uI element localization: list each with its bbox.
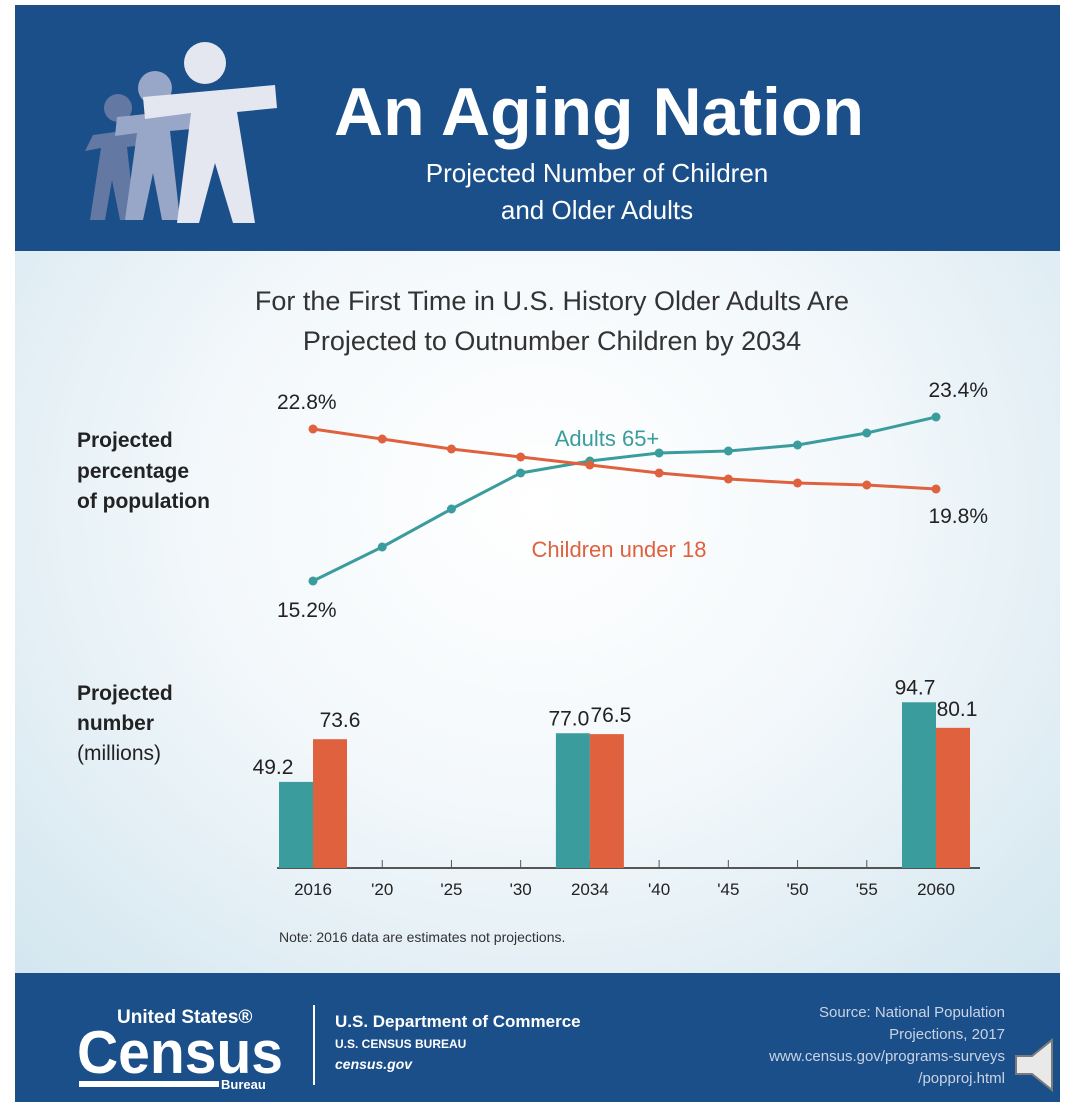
- logo-census-word: Census: [77, 1019, 283, 1086]
- adults-point-2: [446, 504, 456, 514]
- source-line-1: Source: National Population: [819, 1004, 1005, 1021]
- x-tick-label-1: '20: [371, 880, 393, 899]
- adults-point-0: [308, 576, 318, 586]
- x-tick-label-7: '50: [786, 880, 808, 899]
- speaker-icon[interactable]: [1012, 1036, 1068, 1094]
- bar-row-label-1: Projected: [77, 682, 173, 705]
- children-bar-2034: [589, 734, 624, 868]
- source-line-2: Projections, 2017: [889, 1026, 1005, 1043]
- adults-bar-label-2016: 49.2: [253, 756, 294, 779]
- adults-bar-2016: [279, 781, 313, 868]
- header-title: An Aging Nation: [334, 74, 864, 150]
- bar-chart: 2016 '20 '25 '30 2034 '40 '45 '50 '55 2060 49.2 73.…: [253, 676, 980, 899]
- children-bar-label-2060: 80.1: [937, 698, 978, 721]
- children-point-8: [862, 480, 872, 490]
- bar-row-label-2: number: [77, 712, 154, 735]
- x-tick-label-4: 2034: [571, 880, 609, 899]
- x-tick-label-5: '40: [648, 880, 670, 899]
- line-row-label-3: of population: [77, 490, 210, 513]
- adults-label-start: 15.2%: [277, 599, 337, 622]
- x-tick-label-9: 2060: [917, 880, 955, 899]
- children-line: [312, 427, 937, 491]
- headline-line2: Projected to Outnumber Children by 2034: [303, 326, 801, 356]
- adults-bar-label-2060: 94.7: [895, 676, 936, 699]
- chart-svg: For the First Time in U.S. History Older…: [77, 286, 988, 945]
- headline-line1: For the First Time in U.S. History Older…: [255, 286, 849, 316]
- source-line-4[interactable]: /popproj.html: [918, 1070, 1005, 1087]
- footer-department: U.S. Department of Commerce: [335, 1012, 581, 1031]
- x-tick-label-2: '25: [440, 880, 462, 899]
- footer-bureau: U.S. CENSUS BUREAU: [335, 1037, 466, 1051]
- children-point-6: [723, 474, 733, 484]
- x-tick-label-3: '30: [510, 880, 532, 899]
- chart-area-background: [15, 251, 1060, 973]
- children-point-3: [516, 452, 526, 462]
- footer-divider: [313, 1005, 315, 1085]
- x-tick-label-0: 2016: [294, 880, 332, 899]
- adults-point-9: [931, 412, 941, 422]
- adults-point-8: [862, 428, 872, 438]
- source-line-3[interactable]: www.census.gov/programs-surveys: [768, 1048, 1005, 1065]
- x-tick-label-6: '45: [717, 880, 739, 899]
- children-point-2: [446, 444, 456, 454]
- x-tick-label-8: '55: [856, 880, 878, 899]
- adults-bar-2060: [902, 702, 936, 868]
- adults-bar-label-2034: 77.0: [548, 707, 589, 730]
- logo-bureau: Bureau: [221, 1077, 266, 1092]
- children-point-9: [931, 484, 941, 494]
- adults-point-7: [793, 440, 803, 450]
- bar-row-unit: (millions): [77, 742, 161, 765]
- header-subtitle-line2: and Older Adults: [501, 195, 693, 225]
- children-point-5: [654, 468, 664, 478]
- line-chart: Adults 65+ Children under 18 22.8% 15.2% 23.…: [277, 379, 988, 622]
- children-bar-label-2034: 76.5: [590, 704, 631, 727]
- footer-site[interactable]: census.gov: [335, 1056, 413, 1072]
- header-svg: An Aging Nation Projected Number of Chil…: [85, 42, 864, 225]
- adults-label-end: 23.4%: [928, 379, 988, 402]
- adults-point-5: [654, 448, 664, 458]
- children-point-4: [585, 460, 595, 470]
- line-row-label-1: Projected: [77, 429, 173, 452]
- children-point-1: [377, 434, 387, 444]
- people-walking-icon: [85, 42, 277, 223]
- line-row-label-2: percentage: [77, 460, 189, 483]
- header-banner: An Aging Nation Projected Number of Chil…: [15, 5, 1060, 251]
- adults-bar-2034: [555, 733, 590, 868]
- footer-svg: United States® Census Bureau U.S. Depart…: [77, 1004, 1005, 1092]
- adults-point-3: [516, 468, 526, 478]
- chart-note: Note: 2016 data are estimates not projec…: [279, 929, 565, 945]
- children-point-0: [308, 424, 318, 434]
- footer-banner: United States® Census Bureau U.S. Depart…: [15, 973, 1060, 1102]
- infographic: An Aging Nation Projected Number of Chil…: [15, 5, 1060, 1102]
- children-bar-2016: [313, 739, 347, 868]
- logo-underline: [79, 1081, 219, 1087]
- children-bar-label-2016: 73.6: [320, 709, 361, 732]
- header-subtitle-line1: Projected Number of Children: [426, 158, 769, 188]
- children-series-label: Children under 18: [532, 537, 707, 562]
- adults-point-6: [723, 446, 733, 456]
- adults-point-1: [377, 542, 387, 552]
- children-label-end: 19.8%: [928, 505, 988, 528]
- adults-series-label: Adults 65+: [555, 426, 660, 451]
- logo-united-states: United States®: [117, 1007, 252, 1028]
- adults-line: [312, 415, 937, 583]
- census-logo: United States® Census Bureau: [77, 1007, 283, 1092]
- children-bar-2060: [936, 727, 970, 868]
- children-point-7: [793, 478, 803, 488]
- children-label-start: 22.8%: [277, 391, 337, 414]
